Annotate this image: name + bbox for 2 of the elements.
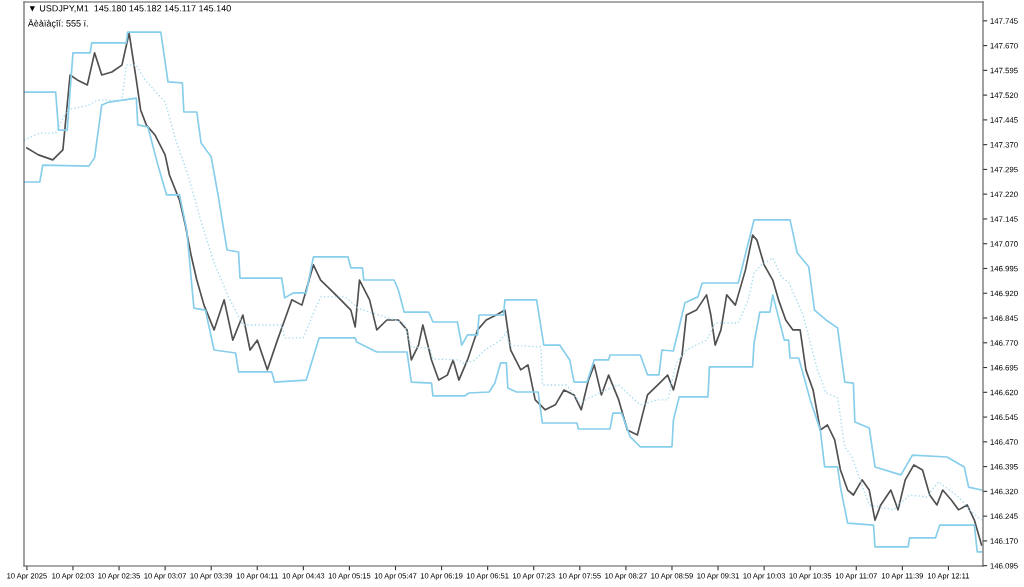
chart-title: ▼ USDJPY,M1 145.180 145.182 145.117 145.140 [29, 5, 231, 13]
text: Äèàïàçîí: 555 ï. [27, 18, 88, 29]
